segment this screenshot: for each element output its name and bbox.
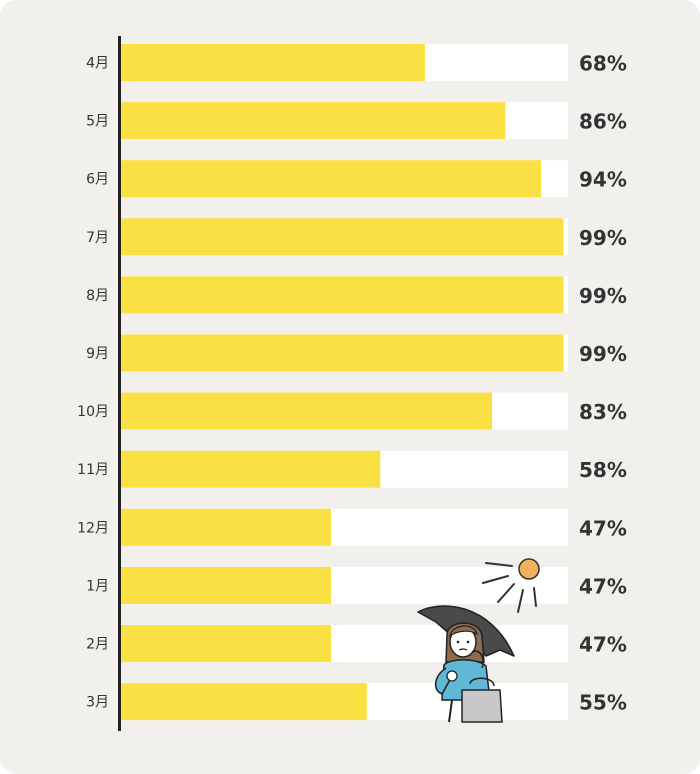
data-label: 47% — [579, 516, 627, 540]
data-label: 94% — [579, 168, 627, 192]
bar — [121, 392, 493, 430]
category-label: 6月 — [86, 172, 109, 188]
category-label: 1月 — [86, 578, 109, 594]
data-label: 83% — [579, 400, 627, 424]
bar — [121, 334, 564, 372]
bar — [121, 276, 564, 314]
data-label: 47% — [579, 633, 627, 657]
sun-icon — [482, 558, 540, 613]
category-label: 2月 — [86, 637, 109, 653]
leg — [448, 699, 453, 723]
mouth — [458, 648, 468, 651]
bar — [121, 508, 332, 546]
woman-with-parasol-illustration — [417, 558, 540, 723]
hand — [446, 670, 458, 682]
bar — [121, 160, 542, 198]
bar — [121, 566, 332, 604]
data-label: 86% — [579, 110, 627, 134]
bangs — [449, 625, 478, 638]
eye — [456, 640, 460, 644]
bar — [121, 625, 332, 662]
category-label: 4月 — [86, 56, 109, 72]
data-label: 99% — [579, 342, 627, 366]
bar — [121, 683, 367, 721]
bars-group: 4月 68% 5月 86% 6月 94% 7月 99% 8月 99% 9月 99% 10月 83% 11月 5… — [77, 44, 627, 721]
bag-handle — [469, 677, 495, 687]
bar — [121, 102, 506, 140]
category-label: 7月 — [86, 230, 109, 246]
data-label: 58% — [579, 458, 627, 482]
category-label: 5月 — [86, 114, 109, 130]
bar — [121, 450, 381, 488]
data-label: 68% — [579, 52, 627, 76]
category-label: 12月 — [77, 520, 109, 536]
category-label: 3月 — [86, 695, 109, 711]
data-label: 99% — [579, 284, 627, 308]
data-label: 55% — [579, 691, 627, 715]
bar — [121, 218, 564, 256]
category-label: 11月 — [77, 462, 109, 478]
category-label: 9月 — [86, 346, 109, 362]
category-label: 10月 — [77, 404, 109, 420]
category-label: 8月 — [86, 288, 109, 304]
data-label: 47% — [579, 574, 627, 598]
y-axis-line — [118, 36, 121, 731]
eye — [466, 640, 470, 644]
bar — [121, 44, 425, 81]
data-label: 99% — [579, 226, 627, 250]
bag-icon — [461, 689, 503, 723]
other-arm — [471, 650, 484, 669]
